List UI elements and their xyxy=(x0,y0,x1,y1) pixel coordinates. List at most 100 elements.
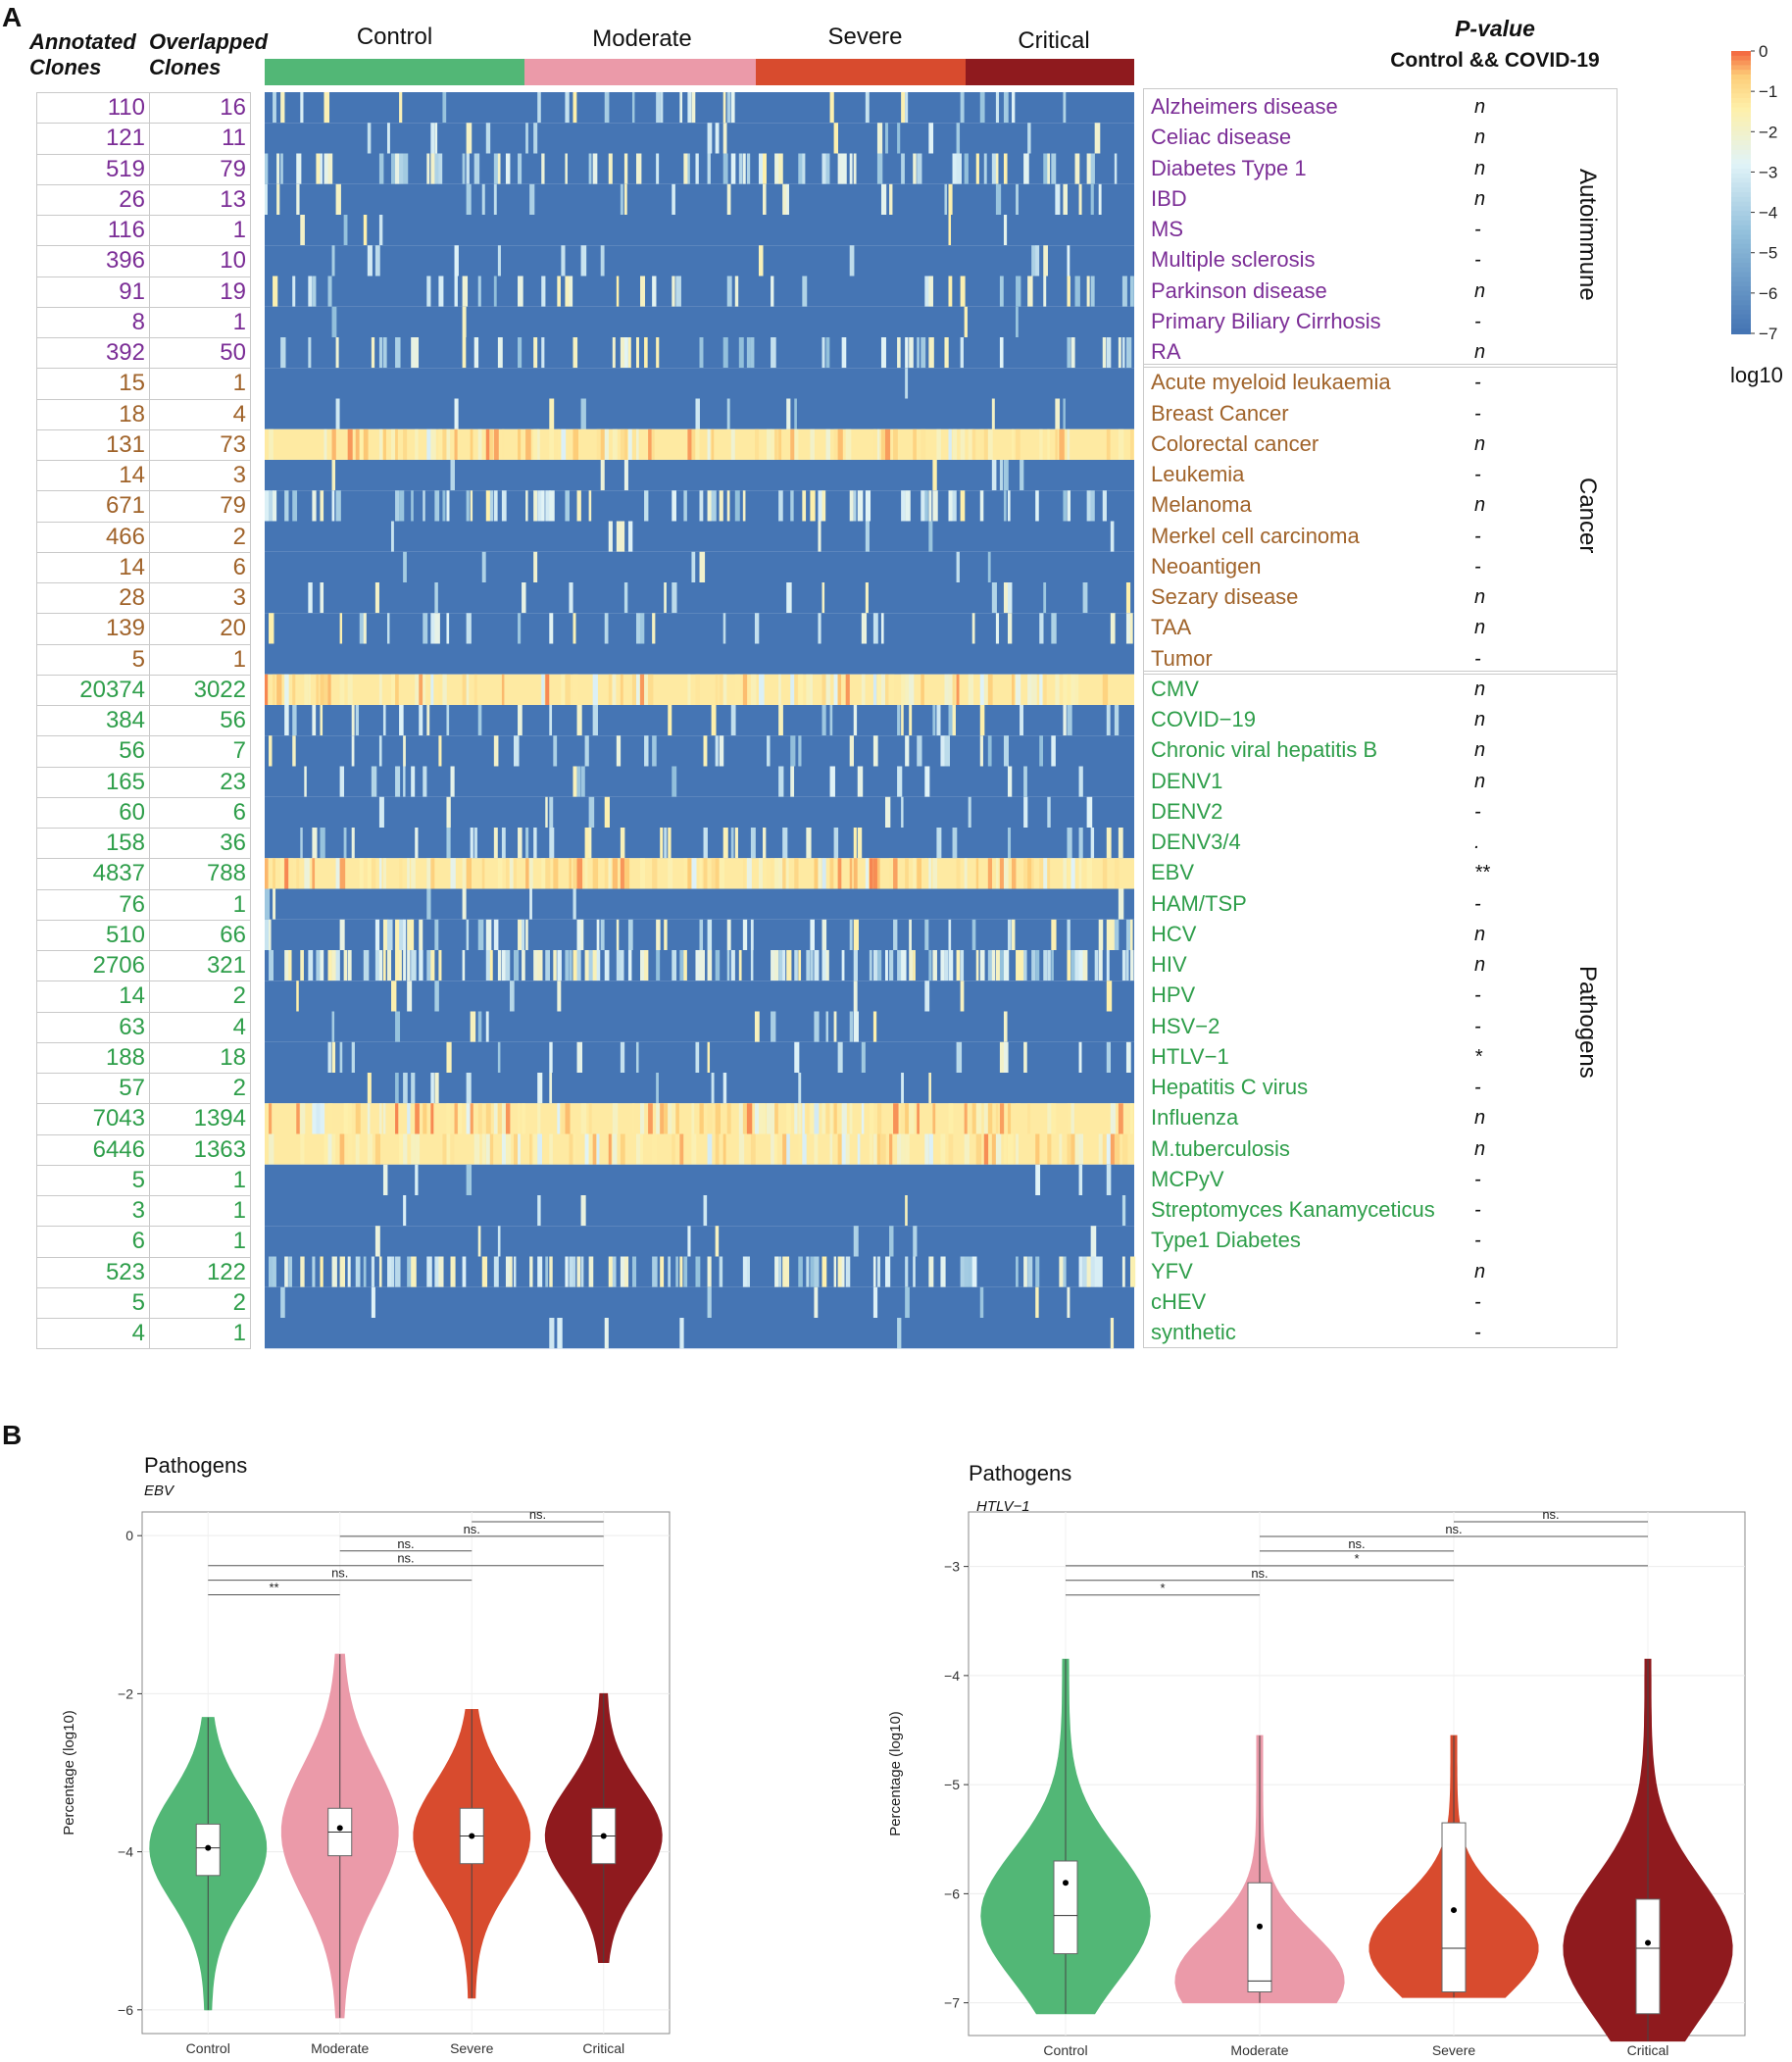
heatmap-cell xyxy=(415,674,421,705)
heatmap-cell xyxy=(687,674,691,705)
heatmap-cell xyxy=(620,674,623,705)
heatmap-cell xyxy=(545,490,551,522)
heatmap-cell xyxy=(541,858,546,889)
heatmap-cell xyxy=(572,613,576,644)
heatmap-cell xyxy=(707,123,713,154)
heatmap-cell xyxy=(861,1041,866,1073)
pvalue-mark: - xyxy=(1474,1199,1481,1221)
legend-color-step xyxy=(1731,324,1751,330)
heatmap-cell xyxy=(1078,1041,1082,1073)
heatmap-row xyxy=(265,1195,1134,1227)
heatmap-cell xyxy=(347,950,352,981)
heatmap-cell xyxy=(1074,674,1079,705)
heatmap-cell xyxy=(660,828,664,859)
heatmap-cell xyxy=(522,1103,525,1134)
heatmap-cell xyxy=(1055,674,1060,705)
legend-title: log10 xyxy=(1730,363,1783,387)
heatmap-cell xyxy=(631,674,637,705)
heatmap-cell xyxy=(1082,1256,1089,1287)
pvalue-mark: . xyxy=(1474,831,1480,853)
heatmap-cell xyxy=(1043,245,1048,277)
heatmap-cell xyxy=(841,337,847,369)
heatmap-cell xyxy=(1067,674,1072,705)
heatmap-cell xyxy=(300,1133,305,1165)
heatmap-cell xyxy=(841,1133,847,1165)
heatmap-cell xyxy=(525,919,528,950)
heatmap-cell xyxy=(399,950,402,981)
heatmap-cell xyxy=(386,919,393,950)
heatmap-cell xyxy=(936,705,941,736)
heatmap-cell xyxy=(339,613,343,644)
heatmap-cell xyxy=(672,276,675,307)
heatmap-cell xyxy=(1031,245,1037,277)
heatmap-row-bg xyxy=(265,1164,1134,1195)
heatmap-row-bg xyxy=(265,1073,1134,1104)
heatmap-cell xyxy=(292,705,297,736)
heatmap-cell xyxy=(312,490,317,522)
heatmap-cell xyxy=(829,1133,833,1165)
heatmap-cell xyxy=(687,428,693,460)
disease-label: MCPyV xyxy=(1151,1166,1224,1191)
heatmap-cell xyxy=(537,428,540,460)
heatmap-cell xyxy=(893,858,898,889)
heatmap-cell xyxy=(280,858,284,889)
heatmap-cell xyxy=(423,613,428,644)
heatmap-cell xyxy=(580,245,587,277)
heatmap-cell xyxy=(434,1256,440,1287)
heatmap-cell xyxy=(561,674,567,705)
overlapped-clones-cell: 73 xyxy=(149,428,251,461)
heatmap-cell xyxy=(269,1133,274,1165)
heatmap-cell xyxy=(1007,582,1013,614)
heatmap-cell xyxy=(722,123,727,154)
heatmap-cell xyxy=(403,428,408,460)
heatmap-cell xyxy=(821,705,826,736)
legend-color-step xyxy=(1731,169,1751,175)
heatmap-cell xyxy=(497,950,502,981)
pvalue-mark: - xyxy=(1474,219,1481,240)
heatmap-cell xyxy=(865,582,869,614)
heatmap-cell xyxy=(343,215,348,246)
heatmap-cell xyxy=(1067,828,1072,859)
overlapped-clones-header: Overlapped Clones xyxy=(149,29,268,80)
legend-color-step xyxy=(1731,187,1751,193)
heatmap-cell xyxy=(576,1041,583,1073)
heatmap-cell xyxy=(853,919,859,950)
heatmap-cell xyxy=(1003,1011,1008,1042)
heatmap-cell xyxy=(932,460,937,491)
heatmap-cell xyxy=(292,276,296,307)
legend-color-step xyxy=(1731,211,1751,217)
annotated-clones-cell: 139 xyxy=(36,613,150,645)
heatmap-cell xyxy=(952,828,958,859)
box xyxy=(1247,1882,1272,1992)
heatmap-cell xyxy=(347,674,353,705)
heatmap-cell xyxy=(363,428,369,460)
heatmap-cell xyxy=(833,123,839,154)
heatmap-cell xyxy=(1090,828,1095,859)
heatmap-cell xyxy=(300,950,304,981)
heatmap-cell xyxy=(1035,950,1040,981)
heatmap-cell xyxy=(505,153,511,184)
heatmap-cell xyxy=(905,1286,910,1318)
heatmap-cell xyxy=(434,490,440,522)
comparison-label: ** xyxy=(269,1580,278,1594)
heatmap-cell xyxy=(423,674,426,705)
heatmap-cell xyxy=(849,153,853,184)
heatmap-cell xyxy=(481,1133,486,1165)
heatmap-cell xyxy=(872,674,877,705)
heatmap-cell xyxy=(750,1133,756,1165)
legend-color-step xyxy=(1731,98,1751,104)
heatmap-cell xyxy=(810,1103,816,1134)
mean-point xyxy=(205,1844,212,1851)
disease-label: COVID−19 xyxy=(1151,707,1256,731)
heatmap-cell xyxy=(885,674,889,705)
heatmap-row xyxy=(265,92,1134,124)
heatmap-cell xyxy=(485,1011,489,1042)
heatmap-cell xyxy=(1023,950,1027,981)
disease-label: M.tuberculosis xyxy=(1151,1135,1290,1161)
heatmap-cell xyxy=(627,521,633,552)
heatmap-cell xyxy=(948,919,952,950)
heatmap-cell xyxy=(399,92,403,124)
heatmap-cell xyxy=(699,428,704,460)
heatmap-cell xyxy=(537,490,542,522)
